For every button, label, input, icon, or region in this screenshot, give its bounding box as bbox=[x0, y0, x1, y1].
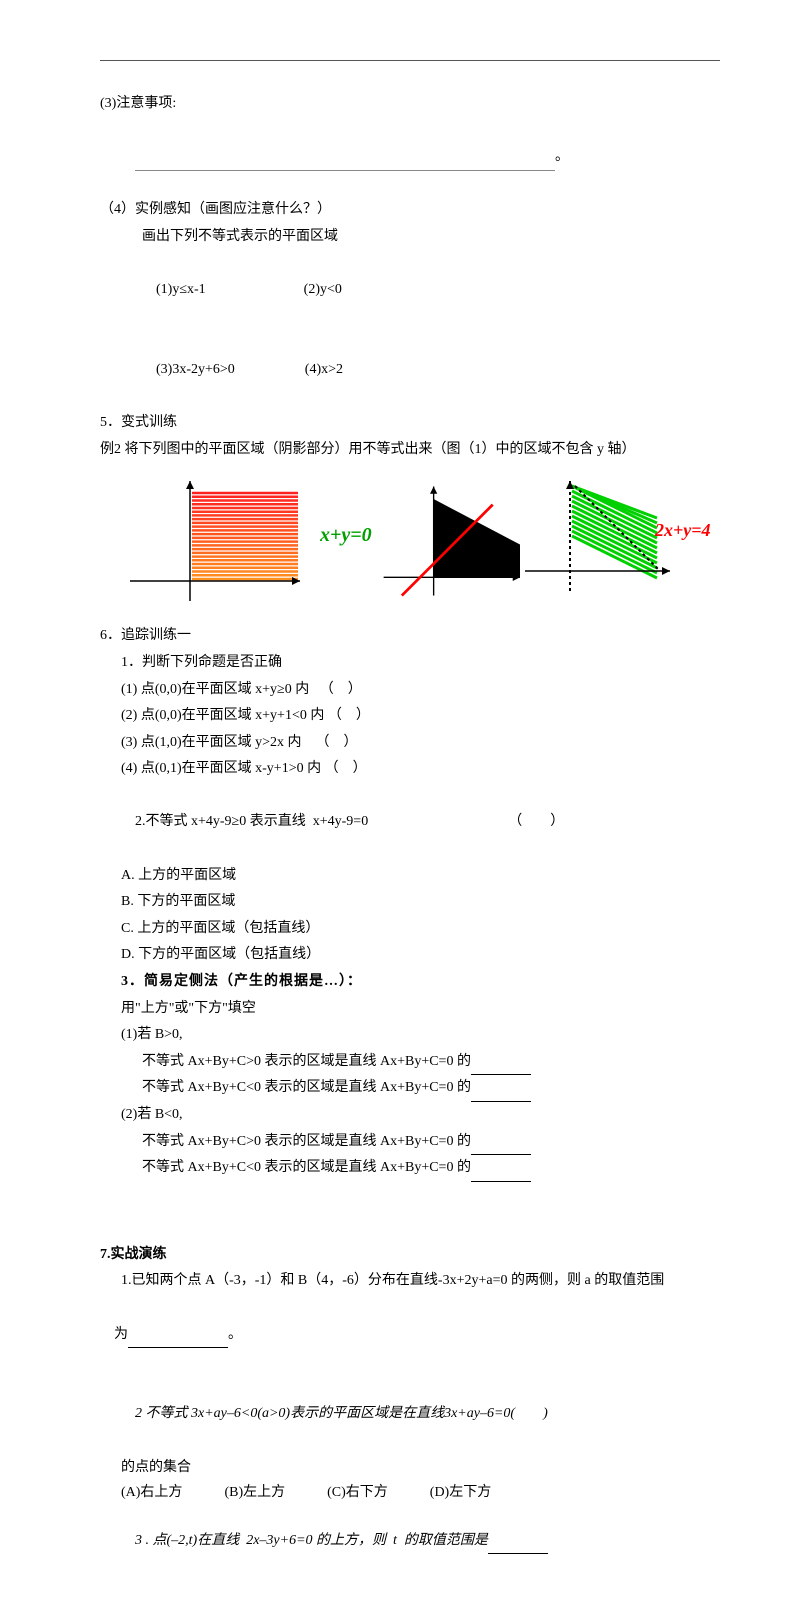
sec5-example: 例2 将下列图中的平面区域（阴影部分）用不等式出来（图（1）中的区域不包含 y … bbox=[100, 437, 720, 464]
q2-stem-text: 2.不等式 x+4y-9≥0 表示直线 x+4y-9=0 bbox=[135, 814, 368, 829]
blank-underline bbox=[135, 156, 555, 171]
sec4-item3: (4)x>2 bbox=[305, 362, 343, 377]
sec4-item1: (2)y<0 bbox=[304, 282, 342, 297]
sec7-q2b: 的点的集合 bbox=[100, 1455, 720, 1482]
period: 。 bbox=[555, 149, 569, 164]
sec6-heading: 6．追踪训练一 bbox=[100, 623, 720, 650]
q2-paren: （ ） bbox=[508, 814, 564, 829]
sec4-row1: (1)y≤x-1 (2)y<0 bbox=[100, 251, 720, 331]
q3-b2-l0-text: 不等式 Ax+By+C>0 表示的区域是直线 Ax+By+C=0 的 bbox=[142, 1134, 471, 1149]
blank-fill bbox=[471, 1140, 531, 1155]
x-arrow-icon bbox=[662, 567, 670, 575]
sec6-q2-optB: B. 下方的平面区域 bbox=[100, 889, 720, 916]
q3-b1-l0-text: 不等式 Ax+By+C>0 表示的区域是直线 Ax+By+C=0 的 bbox=[142, 1054, 471, 1069]
sec6-q3-heading: 3．简易定侧法（产生的根据是…）： bbox=[100, 969, 720, 996]
sec6-q3-b2-l0: 不等式 Ax+By+C>0 表示的区域是直线 Ax+By+C=0 的 bbox=[100, 1129, 720, 1156]
q1b-text: 为 bbox=[114, 1327, 128, 1342]
sec6-q2-optC: C. 上方的平面区域（包括直线） bbox=[100, 916, 720, 943]
sec6-q3-b2: (2)若 B<0, bbox=[100, 1102, 720, 1129]
top-rule bbox=[100, 60, 720, 61]
sec4-item0: (1)y≤x-1 bbox=[156, 282, 206, 297]
sec7-q3: 3 . 点(–2,t)在直线 2x–3y+6=0 的上方，则 t 的取值范围是 bbox=[100, 1501, 720, 1581]
eq-label-2: 2x+y=4 bbox=[654, 520, 711, 540]
sec6-q1-3: (4) 点(0,1)在平面区域 x-y+1>0 内 （ ） bbox=[100, 756, 720, 783]
sec6-q3-b2-l1: 不等式 Ax+By+C<0 表示的区域是直线 Ax+By+C=0 的 bbox=[100, 1155, 720, 1182]
opt-b: (B)左上方 bbox=[224, 1481, 285, 1501]
sec6-q2-optD: D. 下方的平面区域（包括直线） bbox=[100, 942, 720, 969]
figure-1 bbox=[120, 471, 320, 611]
y-arrow-icon bbox=[430, 487, 437, 494]
q1-punc: 。 bbox=[228, 1327, 242, 1342]
eq-label-1: x+y=0 bbox=[320, 524, 372, 546]
sec7-q2-opts: (A)右上方 (B)左上方 (C)右下方 (D)左下方 bbox=[100, 1481, 720, 1501]
sec6-q3-b1-l1: 不等式 Ax+By+C<0 表示的区域是直线 Ax+By+C=0 的 bbox=[100, 1075, 720, 1102]
q2a-text: 2 不等式 3x+ay–6<0(a>0)表示的平面区域是在直线3x+ay–6=0… bbox=[135, 1406, 548, 1421]
blank-fill bbox=[471, 1087, 531, 1102]
sec7-q2a: 2 不等式 3x+ay–6<0(a>0)表示的平面区域是在直线3x+ay–6=0… bbox=[100, 1375, 720, 1455]
sec4-item2: (3)3x-2y+6>0 bbox=[156, 362, 235, 377]
q3-text: 3 . 点(–2,t)在直线 2x–3y+6=0 的上方，则 t 的取值范围是 bbox=[135, 1533, 488, 1548]
sec7-q1b: 为。 bbox=[100, 1295, 720, 1375]
sec4-row2: (3)3x-2y+6>0 (4)x>2 bbox=[100, 330, 720, 410]
sec6-q1-0: (1) 点(0,0)在平面区域 x+y≥0 内 （ ） bbox=[100, 677, 720, 704]
sec6-q1-1: (2) 点(0,0)在平面区域 x+y+1<0 内 （ ） bbox=[100, 703, 720, 730]
blank-fill bbox=[128, 1333, 228, 1348]
blank-fill bbox=[488, 1539, 548, 1554]
sec4-heading: （4）实例感知（画图应注意什么？） bbox=[100, 197, 720, 224]
figures-row: x+y=0 2x+y=4 bbox=[120, 471, 720, 611]
figure-2: x+y=0 bbox=[320, 471, 520, 611]
gap bbox=[100, 1182, 720, 1242]
sec7-heading: 7.实战演练 bbox=[100, 1242, 720, 1269]
sec3-blank-line: 。 bbox=[100, 118, 720, 198]
blank-fill bbox=[471, 1167, 531, 1182]
figure-3: 2x+y=4 bbox=[520, 471, 720, 611]
blank-fill bbox=[471, 1060, 531, 1075]
opt-d: (D)左下方 bbox=[430, 1481, 491, 1501]
page-root: (3)注意事项: 。 （4）实例感知（画图应注意什么？） 画出下列不等式表示的平… bbox=[0, 0, 800, 1621]
sec6-q2-optA: A. 上方的平面区域 bbox=[100, 863, 720, 890]
opt-a: (A)右上方 bbox=[121, 1481, 182, 1501]
sec7-q1a: 1.已知两个点 A（-3，-1）和 B（4，-6）分布在直线-3x+2y+a=0… bbox=[100, 1268, 720, 1295]
sec6-q3-sub: 用"上方"或"下方"填空 bbox=[100, 996, 720, 1023]
q3-b2-l1-text: 不等式 Ax+By+C<0 表示的区域是直线 Ax+By+C=0 的 bbox=[142, 1160, 471, 1175]
sec6-q2-stem: 2.不等式 x+4y-9≥0 表示直线 x+4y-9=0 （ ） bbox=[100, 783, 720, 863]
sec6-q3-b1-l0: 不等式 Ax+By+C>0 表示的区域是直线 Ax+By+C=0 的 bbox=[100, 1049, 720, 1076]
opt-c: (C)右下方 bbox=[327, 1481, 388, 1501]
sec3-heading: (3)注意事项: bbox=[100, 91, 720, 118]
q3-b1-l1-text: 不等式 Ax+By+C<0 表示的区域是直线 Ax+By+C=0 的 bbox=[142, 1080, 471, 1095]
y-arrow-icon bbox=[186, 481, 194, 489]
sec6-q1-2: (3) 点(1,0)在平面区域 y>2x 内 （ ） bbox=[100, 730, 720, 757]
sec5-heading: 5．变式训练 bbox=[100, 410, 720, 437]
sec6-q3-b1: (1)若 B>0, bbox=[100, 1022, 720, 1049]
sec4-sub: 画出下列不等式表示的平面区域 bbox=[100, 224, 720, 251]
sec6-q1-heading: 1．判断下列命题是否正确 bbox=[100, 650, 720, 677]
